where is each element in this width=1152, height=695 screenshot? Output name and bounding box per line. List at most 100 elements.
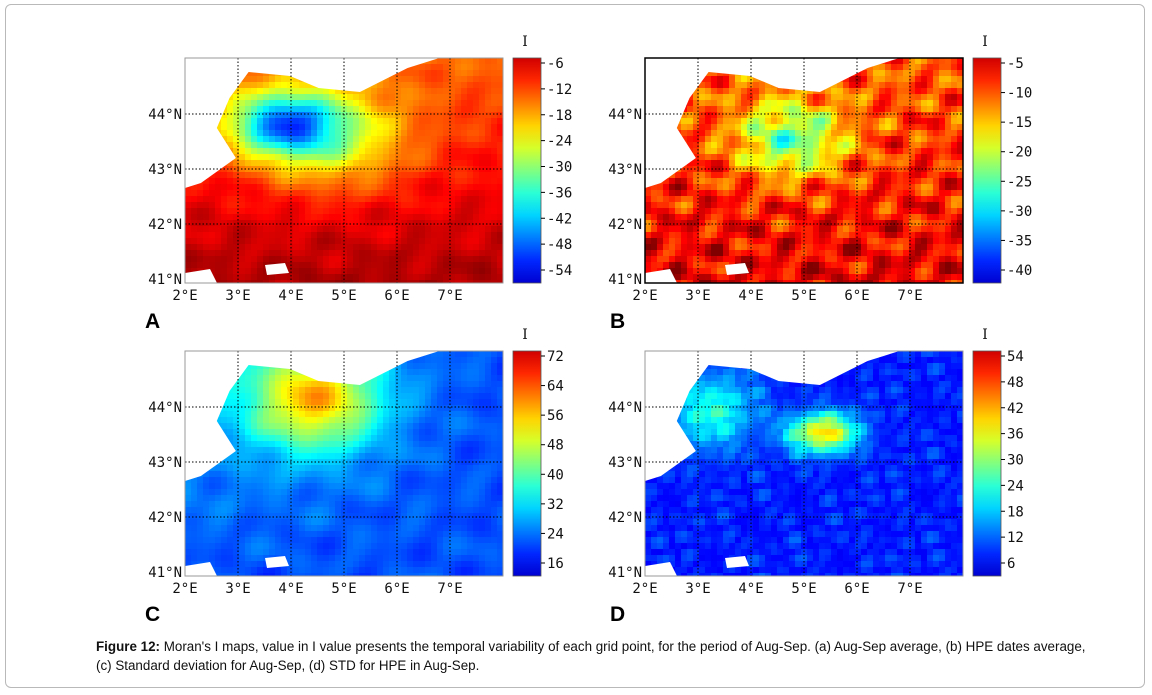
heatmap-cell xyxy=(849,112,856,119)
heatmap-cell xyxy=(311,405,318,412)
heatmap-cell xyxy=(933,112,940,119)
heatmap-cell xyxy=(867,100,874,107)
heatmap-cell xyxy=(461,238,468,245)
heatmap-cell xyxy=(461,423,468,430)
heatmap-cell xyxy=(251,405,258,412)
heatmap-cell xyxy=(221,184,228,191)
heatmap-cell xyxy=(885,112,892,119)
heatmap-cell xyxy=(777,136,784,143)
heatmap-cell xyxy=(257,226,264,233)
heatmap-cell xyxy=(753,268,760,275)
heatmap-cell xyxy=(425,268,432,275)
heatmap-cell xyxy=(723,154,730,161)
heatmap-cell xyxy=(765,256,772,263)
heatmap-cell xyxy=(729,256,736,263)
heatmap-cell xyxy=(455,58,462,65)
heatmap-cell xyxy=(245,435,252,442)
heatmap-cell xyxy=(431,393,438,400)
heatmap-cell xyxy=(687,262,694,269)
heatmap-cell xyxy=(777,238,784,245)
heatmap-cell xyxy=(491,441,498,448)
heatmap-cell xyxy=(795,88,802,95)
heatmap-cell xyxy=(293,268,300,275)
heatmap-cell xyxy=(473,220,480,227)
heatmap-cell xyxy=(407,70,414,77)
heatmap-cell xyxy=(425,256,432,263)
colorbar-tick-label: -30 xyxy=(547,160,572,176)
heatmap-cell xyxy=(359,423,366,430)
heatmap-cell xyxy=(891,70,898,77)
heatmap-cell xyxy=(335,423,342,430)
heatmap-cell xyxy=(449,202,456,209)
heatmap-cell xyxy=(747,226,754,233)
colorbar-tick-label: -15 xyxy=(1007,115,1032,131)
heatmap-cell xyxy=(431,64,438,71)
heatmap-cell xyxy=(365,393,372,400)
heatmap-cell xyxy=(203,232,210,239)
heatmap-cell xyxy=(281,100,288,107)
heatmap-cell xyxy=(473,411,480,418)
heatmap-cell xyxy=(263,423,270,430)
heatmap-cell xyxy=(347,423,354,430)
heatmap-cell xyxy=(287,423,294,430)
heatmap-cell xyxy=(663,220,670,227)
heatmap-cell xyxy=(449,100,456,107)
heatmap-cell xyxy=(209,262,216,269)
heatmap-cell xyxy=(479,88,486,95)
heatmap-cell xyxy=(425,178,432,185)
heatmap-cell xyxy=(891,280,898,283)
heatmap-cell xyxy=(777,256,784,263)
heatmap-cell xyxy=(341,423,348,430)
heatmap-cell xyxy=(419,136,426,143)
heatmap-cell xyxy=(359,106,366,113)
heatmap-cell xyxy=(921,256,928,263)
heatmap-cell xyxy=(287,393,294,400)
heatmap-cell xyxy=(203,190,210,197)
heatmap-cell xyxy=(843,76,850,83)
lat-tick-label: 44°N xyxy=(148,107,182,123)
heatmap-cell xyxy=(687,256,694,263)
heatmap-cell xyxy=(359,172,366,179)
heatmap-cell xyxy=(945,178,952,185)
heatmap-cell xyxy=(341,88,348,95)
heatmap-cell xyxy=(233,447,240,454)
heatmap-cell xyxy=(939,88,946,95)
heatmap-cell xyxy=(687,136,694,143)
heatmap-cell xyxy=(455,393,462,400)
heatmap-cell xyxy=(257,232,264,239)
heatmap-cell xyxy=(705,226,712,233)
heatmap-cell xyxy=(443,393,450,400)
heatmap-cell xyxy=(257,202,264,209)
heatmap-cell xyxy=(789,154,796,161)
heatmap-cell xyxy=(419,76,426,83)
heatmap-cell xyxy=(299,112,306,119)
heatmap-cell xyxy=(939,262,946,269)
heatmap-cell xyxy=(657,250,664,257)
heatmap-cell xyxy=(401,172,408,179)
heatmap-cell xyxy=(843,136,850,143)
heatmap-cell xyxy=(491,172,498,179)
heatmap-cell xyxy=(431,142,438,149)
heatmap-cell xyxy=(485,393,492,400)
heatmap-cell xyxy=(305,250,312,257)
heatmap-cell xyxy=(323,441,330,448)
heatmap-cell xyxy=(897,280,904,283)
heatmap-cell xyxy=(843,238,850,245)
heatmap-cell xyxy=(395,369,402,376)
heatmap-cell xyxy=(675,280,682,283)
heatmap-cell xyxy=(215,178,222,185)
heatmap-cell xyxy=(927,130,934,137)
heatmap-cell xyxy=(747,88,754,95)
heatmap-cell xyxy=(365,148,372,155)
heatmap-cell xyxy=(329,118,336,125)
heatmap-cell xyxy=(281,112,288,119)
heatmap-cell xyxy=(407,124,414,131)
heatmap-cell xyxy=(491,226,498,233)
heatmap-cell xyxy=(843,154,850,161)
heatmap-cell xyxy=(371,280,378,283)
heatmap-cell xyxy=(263,88,270,95)
heatmap-cell xyxy=(413,447,420,454)
heatmap-cell xyxy=(323,268,330,275)
heatmap-cell xyxy=(407,196,414,203)
heatmap-cell xyxy=(951,184,958,191)
